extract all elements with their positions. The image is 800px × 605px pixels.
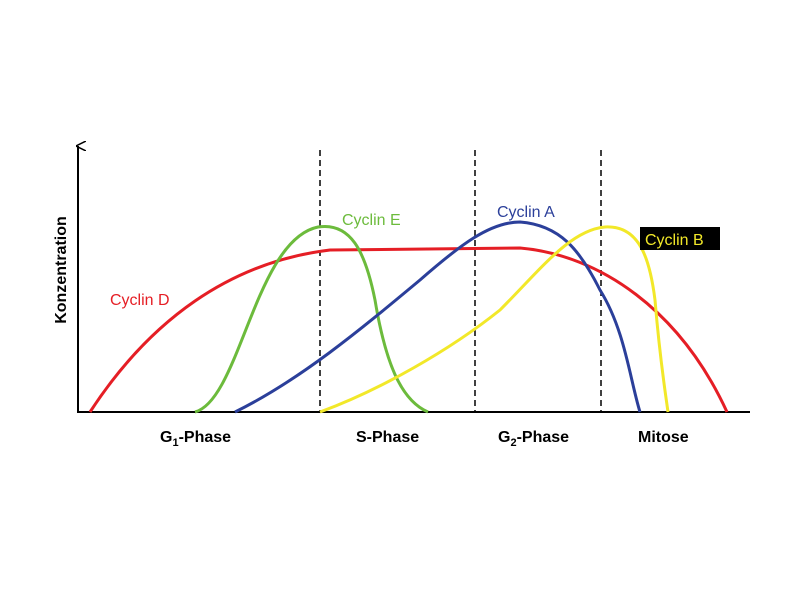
phase-name: G [160,429,172,446]
cyclin-e-curve [194,224,429,414]
phase-suffix: -Phase [179,429,232,446]
phase-label: S-Phase [356,429,419,446]
phase-label: Mitose [638,429,689,446]
phase-label: G2-Phase [498,429,569,449]
curve-label: Cyclin B [645,232,704,249]
label-background [640,227,720,250]
phase-subscript: 2 [510,437,516,449]
curve-label: Cyclin D [110,292,170,309]
cyclin-b-curve [319,225,670,414]
phase-label: G1-Phase [160,429,231,449]
cyclin-d-curve [88,246,729,413]
phase-name: G [498,429,510,446]
phase-suffix: -Phase [517,429,570,446]
phase-subscript: 1 [172,437,178,449]
cyclin-a-curve [234,220,642,414]
curve-label: Cyclin A [497,204,555,221]
axis-label: Konzentration [53,216,70,324]
curve-label: Cyclin E [342,212,401,229]
